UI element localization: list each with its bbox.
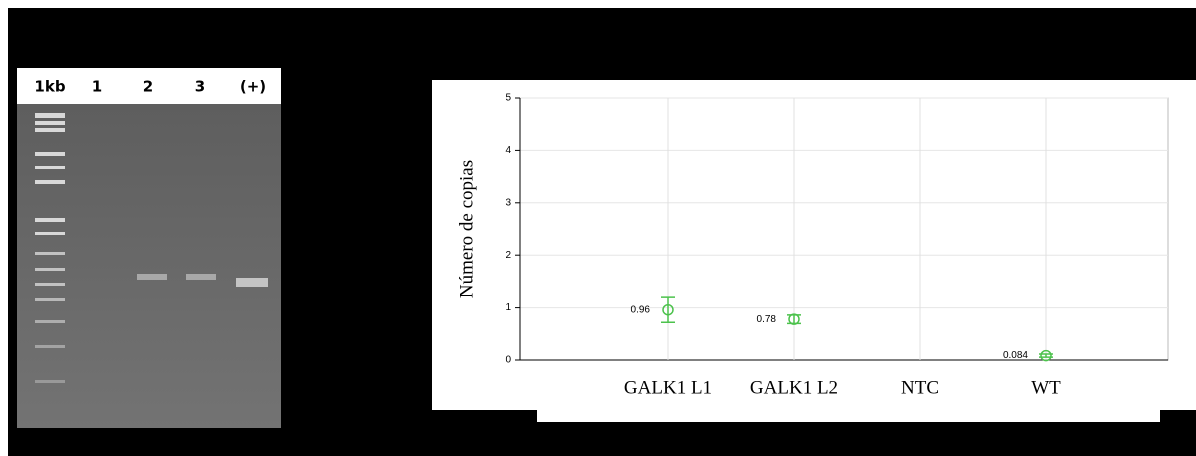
y-tick-label: 4 <box>505 145 511 156</box>
chart-panel: Número de copias <box>432 80 1196 422</box>
value-label: 0.96 <box>631 304 651 315</box>
y-tick-label: 2 <box>505 250 511 261</box>
value-label: 0.084 <box>1003 350 1028 361</box>
lane-label: 2 <box>143 78 153 96</box>
lane-label: (+) <box>240 78 266 96</box>
band <box>137 274 167 280</box>
y-tick-label: 0 <box>505 355 511 366</box>
gel-panel <box>17 68 281 428</box>
band <box>236 278 268 287</box>
x-tick-label: GALK1 L2 <box>750 377 838 398</box>
lane-label: 1 <box>92 78 102 96</box>
lane-label: 3 <box>195 78 205 96</box>
value-label: 0.78 <box>757 314 777 325</box>
x-tick-label: GALK1 L1 <box>624 377 712 398</box>
figure: Número de copias 1kb 1 2 3 (+) 0 1 2 3 4 5 GALK1 L1… <box>0 0 1196 456</box>
chart-background <box>537 400 1160 422</box>
page: Número de copias 1kb 1 2 3 (+) 0 1 2 3 4 5 GALK1 L1… <box>0 0 1196 456</box>
lane-label: 1kb <box>34 78 65 96</box>
y-tick-label: 5 <box>505 93 511 104</box>
x-tick-label: WT <box>1031 377 1061 398</box>
y-tick-label: 1 <box>505 302 511 313</box>
x-tick-label: NTC <box>901 377 939 398</box>
y-tick-label: 3 <box>505 197 511 208</box>
band <box>186 274 216 280</box>
y-axis-label: Número de copias <box>456 160 477 298</box>
